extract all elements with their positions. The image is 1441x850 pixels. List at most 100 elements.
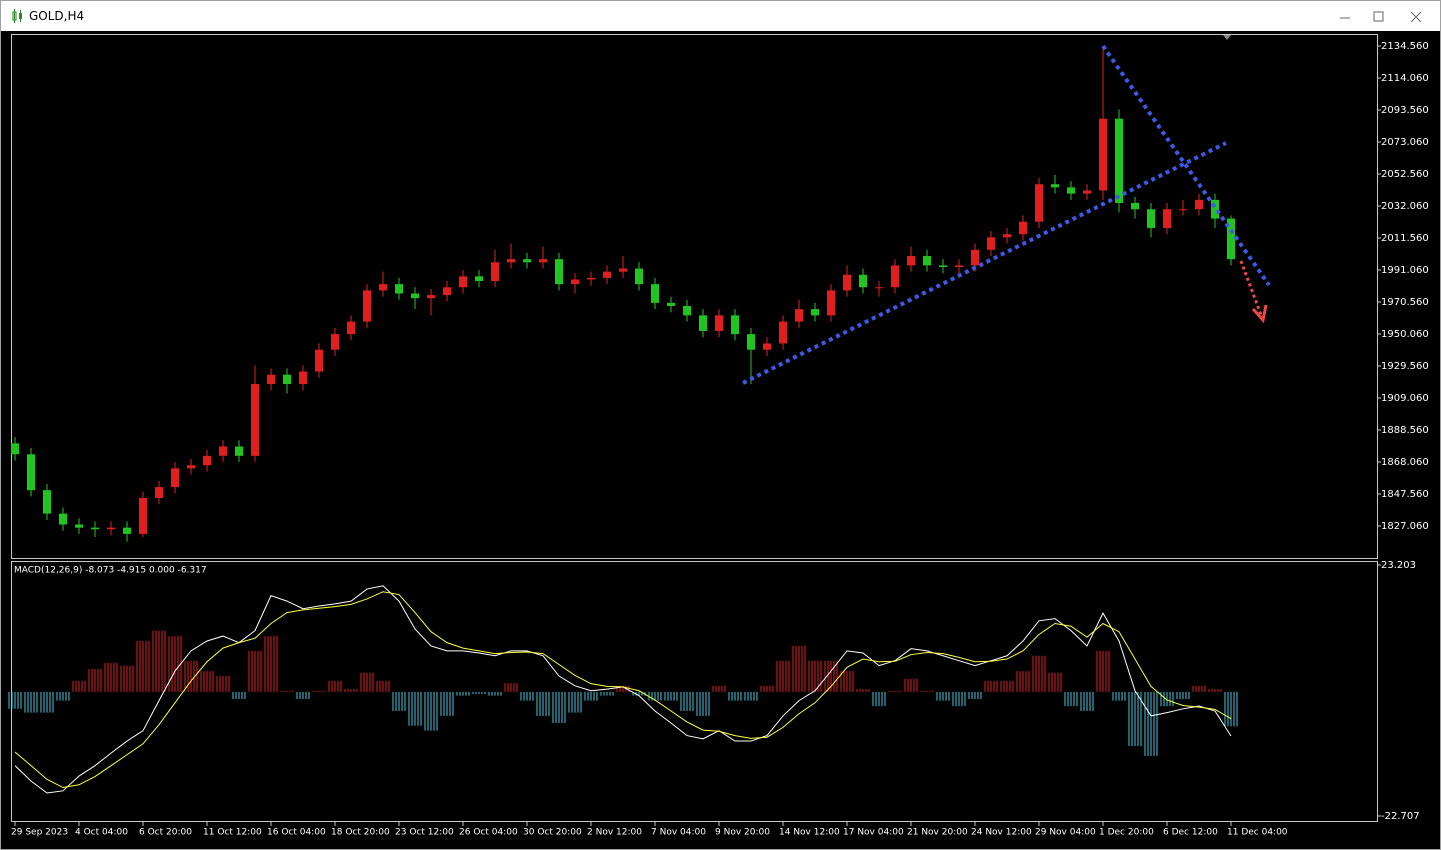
candle-body [1083, 190, 1091, 194]
candle-body [219, 446, 227, 456]
forecast-arrow-head [1251, 304, 1268, 324]
candle-body [1019, 221, 1027, 235]
y-tick-label: 23.203 [1381, 560, 1416, 571]
chart: MACD(12,26,9) -8.073 -4.915 0.000 -6.317… [1, 31, 1440, 849]
x-tick-label: 21 Nov 20:00 [907, 828, 968, 838]
candle-body [1067, 187, 1075, 194]
candle-body [891, 265, 899, 288]
candle-body [43, 490, 51, 514]
candle-body [187, 465, 195, 469]
candle-body [939, 265, 947, 267]
candle-body [683, 305, 691, 316]
candle-body [763, 343, 771, 350]
candle-body [363, 290, 371, 322]
candle-body [411, 293, 419, 299]
macd-label: MACD(12,26,9) -8.073 -4.915 0.000 -6.317 [14, 566, 207, 576]
y-tick-label: -22.707 [1381, 811, 1420, 822]
x-tick-label: 11 Dec 04:00 [1227, 828, 1288, 838]
candle-body [1211, 199, 1219, 219]
candle-body [747, 334, 755, 350]
candle-body [555, 259, 563, 285]
x-tick-label: 6 Oct 20:00 [139, 828, 192, 838]
shift-marker [1223, 35, 1231, 40]
candle-body [1099, 118, 1107, 191]
candle-body [651, 284, 659, 303]
candle-body [587, 277, 595, 280]
y-tick-label: 2052.560 [1381, 169, 1429, 180]
candle-body [251, 384, 259, 456]
candle-body [123, 527, 131, 534]
x-tick-label: 24 Nov 12:00 [971, 828, 1032, 838]
candle-body [459, 276, 467, 288]
candle-body [1035, 184, 1043, 222]
x-tick-label: 14 Nov 12:00 [779, 828, 840, 838]
x-tick-label: 1 Dec 20:00 [1099, 828, 1154, 838]
candle-body [139, 497, 147, 534]
x-tick-label: 29 Nov 04:00 [1035, 828, 1096, 838]
candle-body [299, 371, 307, 385]
candle-body [731, 315, 739, 335]
candle-body [795, 309, 803, 322]
x-tick-label: 4 Oct 04:00 [75, 828, 128, 838]
title-bar: GOLD,H4 [1, 1, 1440, 31]
candle-body [507, 259, 515, 263]
trend-line [742, 141, 1227, 385]
candle-body [347, 321, 355, 335]
price-panel-frame [11, 34, 1378, 559]
candle-body [235, 446, 243, 456]
candle-body [27, 454, 35, 491]
close[interactable] [1410, 11, 1422, 23]
x-tick-label: 16 Oct 04:00 [267, 828, 326, 838]
candle-body [779, 321, 787, 344]
chart-background [1, 31, 1440, 849]
y-tick-label: 1970.560 [1381, 297, 1429, 308]
candle-body [955, 265, 963, 267]
candle-body [843, 274, 851, 291]
candle-body [443, 287, 451, 296]
candle-body [1227, 218, 1235, 260]
candle-body [59, 513, 67, 525]
chart-icon [12, 9, 22, 23]
y-tick-label: 2134.560 [1381, 41, 1429, 52]
candle-body [635, 268, 643, 285]
x-tick-label: 26 Oct 04:00 [459, 828, 518, 838]
macd-panel-frame [11, 561, 1378, 822]
candle-body [283, 374, 291, 385]
x-tick-label: 11 Oct 12:00 [203, 828, 262, 838]
y-tick-label: 1847.560 [1381, 489, 1429, 500]
x-tick-label: 9 Nov 20:00 [715, 828, 770, 838]
candle-body [395, 284, 403, 294]
window-controls[interactable] [1330, 1, 1440, 31]
candle-body [571, 279, 579, 285]
y-tick-label: 2073.060 [1381, 137, 1429, 148]
candle-body [1051, 184, 1059, 188]
y-tick-label: 1827.060 [1381, 521, 1429, 532]
y-tick-label: 1888.560 [1381, 425, 1429, 436]
candle-body [379, 284, 387, 291]
candle-body [331, 334, 339, 350]
candle-body [715, 315, 723, 331]
y-tick-label: 1929.560 [1381, 361, 1429, 372]
candle-body [1179, 209, 1187, 211]
candle-body [1163, 209, 1171, 228]
y-tick-label: 2011.560 [1381, 233, 1429, 244]
x-tick-label: 29 Sep 2023 [11, 828, 68, 838]
candle-body [811, 309, 819, 316]
candle-body [1115, 118, 1123, 203]
candle-body [907, 256, 915, 266]
candle-body [667, 302, 675, 306]
x-tick-label: 30 Oct 20:00 [523, 828, 582, 838]
maximize[interactable] [1373, 11, 1384, 22]
candle-body [603, 271, 611, 278]
candle-body [75, 524, 83, 528]
x-tick-label: 7 Nov 04:00 [651, 828, 706, 838]
candle-body [827, 290, 835, 316]
candle-body [875, 287, 883, 289]
y-tick-label: 1909.060 [1381, 393, 1429, 404]
macd-line [14, 591, 1232, 789]
candle-body [1147, 209, 1155, 228]
candle-body [1195, 199, 1203, 210]
candle-body [315, 349, 323, 372]
candle-body [859, 274, 867, 288]
